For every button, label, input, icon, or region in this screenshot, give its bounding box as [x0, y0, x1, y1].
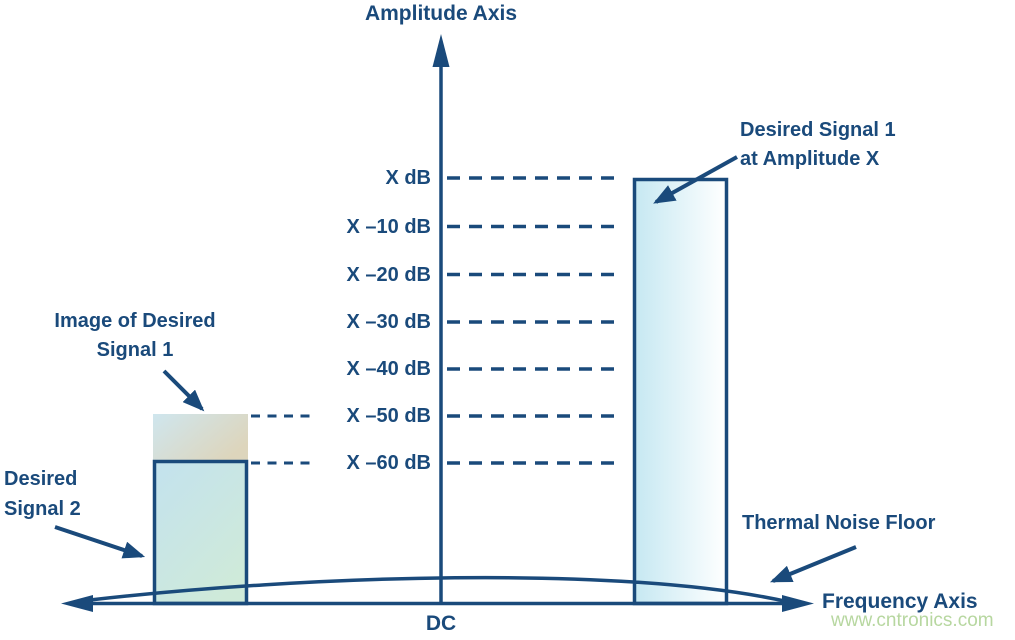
desired-signal-2-label-line1: Desired	[4, 468, 78, 490]
desired-signal-2-label: Desired Signal 2	[4, 464, 81, 524]
image-label-line2: Signal 1	[96, 339, 174, 361]
frequency-axis-right-arrowhead	[782, 595, 814, 612]
scale-label-x10: X –10 dB	[346, 215, 431, 238]
scale-label-x40: X –40 dB	[346, 358, 431, 380]
frequency-axis-label: Frequency Axis	[822, 590, 978, 613]
desired-signal-1-arrow	[653, 155, 738, 204]
dc-label: DC	[425, 612, 457, 635]
image-of-desired-signal-1-arrow	[162, 369, 205, 412]
left-connector-dashes	[251, 414, 311, 465]
scale-label-x20: X –20 dB	[346, 263, 431, 286]
desired-signal-2-label-line2: Signal 2	[4, 498, 81, 520]
image-of-desired-signal-1-label: Image of Desired Signal 1	[30, 307, 240, 365]
scale-label-xdb: X dB	[385, 167, 431, 189]
scale-label-x60: X –60 dB	[346, 452, 431, 474]
frequency-axis-left-arrowhead	[61, 595, 93, 612]
image-label-line1: Image of Desired	[54, 310, 216, 332]
desired-signal-1-label-line2: at Amplitude X	[740, 148, 880, 170]
desired-signal-2-arrow	[54, 525, 146, 559]
thermal-noise-floor-arrow	[769, 545, 857, 583]
pointer-arrows	[54, 155, 857, 583]
desired-signal-1-bar	[632, 177, 729, 606]
image-of-desired-signal-1-block	[153, 414, 248, 462]
watermark: www.cntronics.com	[831, 610, 994, 631]
scale-label-x30: X –30 dB	[346, 311, 431, 333]
thermal-noise-floor-label: Thermal Noise Floor	[742, 512, 936, 534]
desired-signal-2-bar	[152, 459, 249, 606]
amplitude-gridlines	[447, 176, 621, 465]
desired-signal-1-label-line1: Desired Signal 1	[740, 119, 896, 141]
desired-signal-1-label: Desired Signal 1 at Amplitude X	[740, 116, 896, 174]
thermal-noise-floor-curve	[89, 575, 790, 604]
amplitude-axis-label: Amplitude Axis	[364, 2, 518, 25]
amplitude-axis-arrowhead	[432, 34, 450, 67]
scale-label-x50: X –50 dB	[346, 405, 431, 427]
